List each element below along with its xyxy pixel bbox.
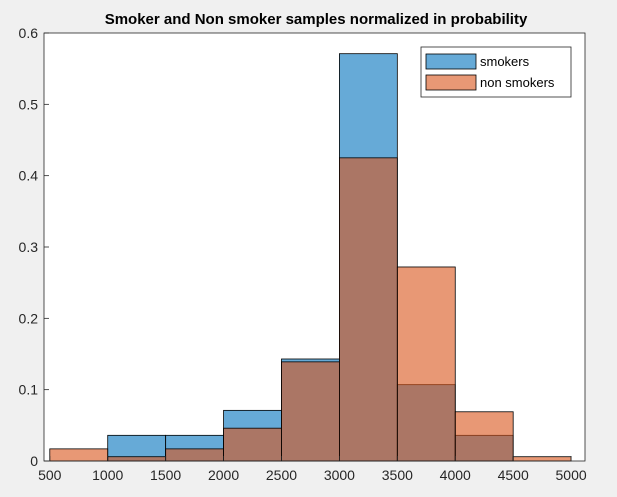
x-tick-label: 500: [38, 467, 62, 483]
bar-series2-bin-8: [454, 411, 514, 462]
legend-swatch-1: [425, 53, 477, 70]
bars-layer: [49, 53, 572, 462]
legend-label-2: non smokers: [480, 75, 555, 90]
bar-series2-bin-3: [165, 448, 224, 462]
x-tick-label: 3000: [324, 467, 355, 483]
x-tick-label: 2000: [208, 467, 239, 483]
x-axis: 500 1000 1500 2000 2500 3000 3500 4000 4500 5000: [38, 456, 587, 483]
bar-series2-bin-4: [223, 427, 282, 462]
bar-series2-bin-9: [512, 456, 572, 462]
x-tick-label: 1000: [92, 467, 123, 483]
series-2: [49, 157, 572, 462]
x-tick-label: 4000: [440, 467, 471, 483]
x-tick-label: 3500: [382, 467, 413, 483]
y-tick-label: 0.1: [19, 382, 39, 398]
legend-swatch-2: [425, 74, 477, 91]
y-tick-label: 0.6: [19, 25, 39, 41]
legend: smokers non smokers: [420, 46, 572, 98]
x-tick-label: 5000: [556, 467, 587, 483]
legend-label-1: smokers: [480, 54, 530, 69]
x-tick-label: 2500: [266, 467, 297, 483]
bar-series2-bin-1: [49, 448, 109, 462]
y-tick-label: 0.4: [19, 168, 39, 184]
y-tick-label: 0.5: [19, 96, 39, 112]
bar-series2-bin-2: [107, 456, 167, 462]
y-tick-label: 0.3: [19, 239, 39, 255]
y-axis: 0 0.1 0.2 0.3 0.4 0.5 0.6: [19, 25, 49, 469]
chart-title: Smoker and Non smoker samples normalized…: [105, 11, 528, 28]
x-tick-label: 4500: [498, 467, 529, 483]
bar-series2-bin-7: [396, 266, 456, 462]
x-tick-label: 1500: [150, 467, 181, 483]
bar-series2-bin-5: [281, 361, 340, 462]
y-tick-label: 0.2: [19, 310, 39, 326]
y-tick-label: 0: [30, 453, 38, 469]
bar-series2-bin-6: [339, 157, 398, 462]
